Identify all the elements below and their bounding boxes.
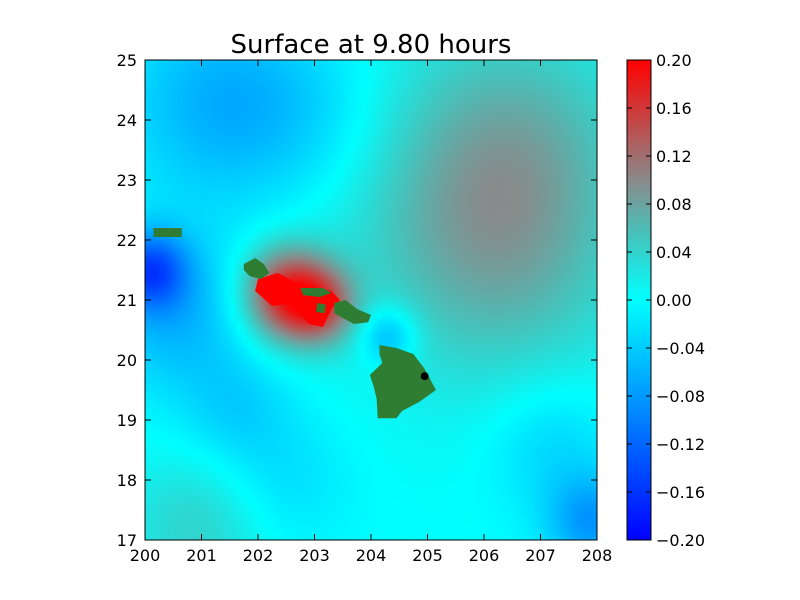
colorbar-tick-label: −0.12 bbox=[656, 435, 705, 454]
island-kauai bbox=[153, 228, 182, 237]
positive-patch bbox=[255, 273, 340, 327]
colorbar-tick-label: 0.16 bbox=[656, 99, 692, 118]
colorbar-tick-label: 0.04 bbox=[656, 243, 692, 262]
colorbar-tick-label: −0.16 bbox=[656, 483, 705, 502]
x-tick-label: 200 bbox=[130, 546, 161, 565]
colorbar-tick-label: 0.12 bbox=[656, 147, 692, 166]
x-tick-label: 203 bbox=[299, 546, 330, 565]
y-tick-label: 20 bbox=[117, 351, 137, 370]
land-layer bbox=[153, 228, 436, 419]
island-maui bbox=[334, 300, 371, 324]
y-tick-label: 25 bbox=[117, 51, 137, 70]
chart-title: Surface at 9.80 hours bbox=[231, 30, 512, 60]
colorbar-tick-label: −0.08 bbox=[656, 387, 705, 406]
y-tick-label: 19 bbox=[117, 411, 137, 430]
y-axis: 17 18 19 20 21 22 23 24 25 bbox=[117, 51, 597, 550]
x-tick-label: 202 bbox=[243, 546, 274, 565]
x-axis: 200 201 202 203 204 205 206 207 208 bbox=[130, 60, 613, 565]
x-tick-label: 207 bbox=[525, 546, 556, 565]
x-tick-label: 204 bbox=[356, 546, 387, 565]
heatmap-field bbox=[145, 60, 597, 540]
plot-area: 200 201 202 203 204 205 206 207 208 17 18 19 20 21 22… bbox=[117, 51, 613, 565]
positive-surface-patches bbox=[255, 273, 340, 327]
island-oahu bbox=[243, 258, 270, 279]
island-lanai bbox=[316, 303, 326, 314]
y-tick-label: 17 bbox=[117, 531, 137, 550]
x-tick-label: 206 bbox=[469, 546, 500, 565]
y-tick-label: 21 bbox=[117, 291, 137, 310]
island-molokai bbox=[300, 288, 332, 297]
colorbar-tick-label: 0.08 bbox=[656, 195, 692, 214]
x-tick-label: 201 bbox=[186, 546, 217, 565]
gauge-point bbox=[420, 372, 429, 381]
y-tick-label: 23 bbox=[117, 171, 137, 190]
colorbar-tick-label: 0.20 bbox=[656, 51, 692, 70]
colorbar-ticks: −0.20 −0.16 −0.12 −0.08 −0.04 0.00 0.04 0.08 0.1… bbox=[627, 51, 705, 550]
colorbar-tick-label: −0.20 bbox=[656, 531, 705, 550]
y-tick-label: 24 bbox=[117, 111, 137, 130]
colorbar: −0.20 −0.16 −0.12 −0.08 −0.04 0.00 0.04 0.08 0.1… bbox=[626, 51, 705, 550]
colorbar-tick-label: 0.00 bbox=[656, 291, 692, 310]
colorbar-tick-label: −0.04 bbox=[656, 339, 705, 358]
y-tick-label: 22 bbox=[117, 231, 137, 250]
x-tick-label: 205 bbox=[412, 546, 443, 565]
y-tick-label: 18 bbox=[117, 471, 137, 490]
island-hawaii bbox=[369, 345, 436, 419]
x-tick-label: 208 bbox=[582, 546, 613, 565]
